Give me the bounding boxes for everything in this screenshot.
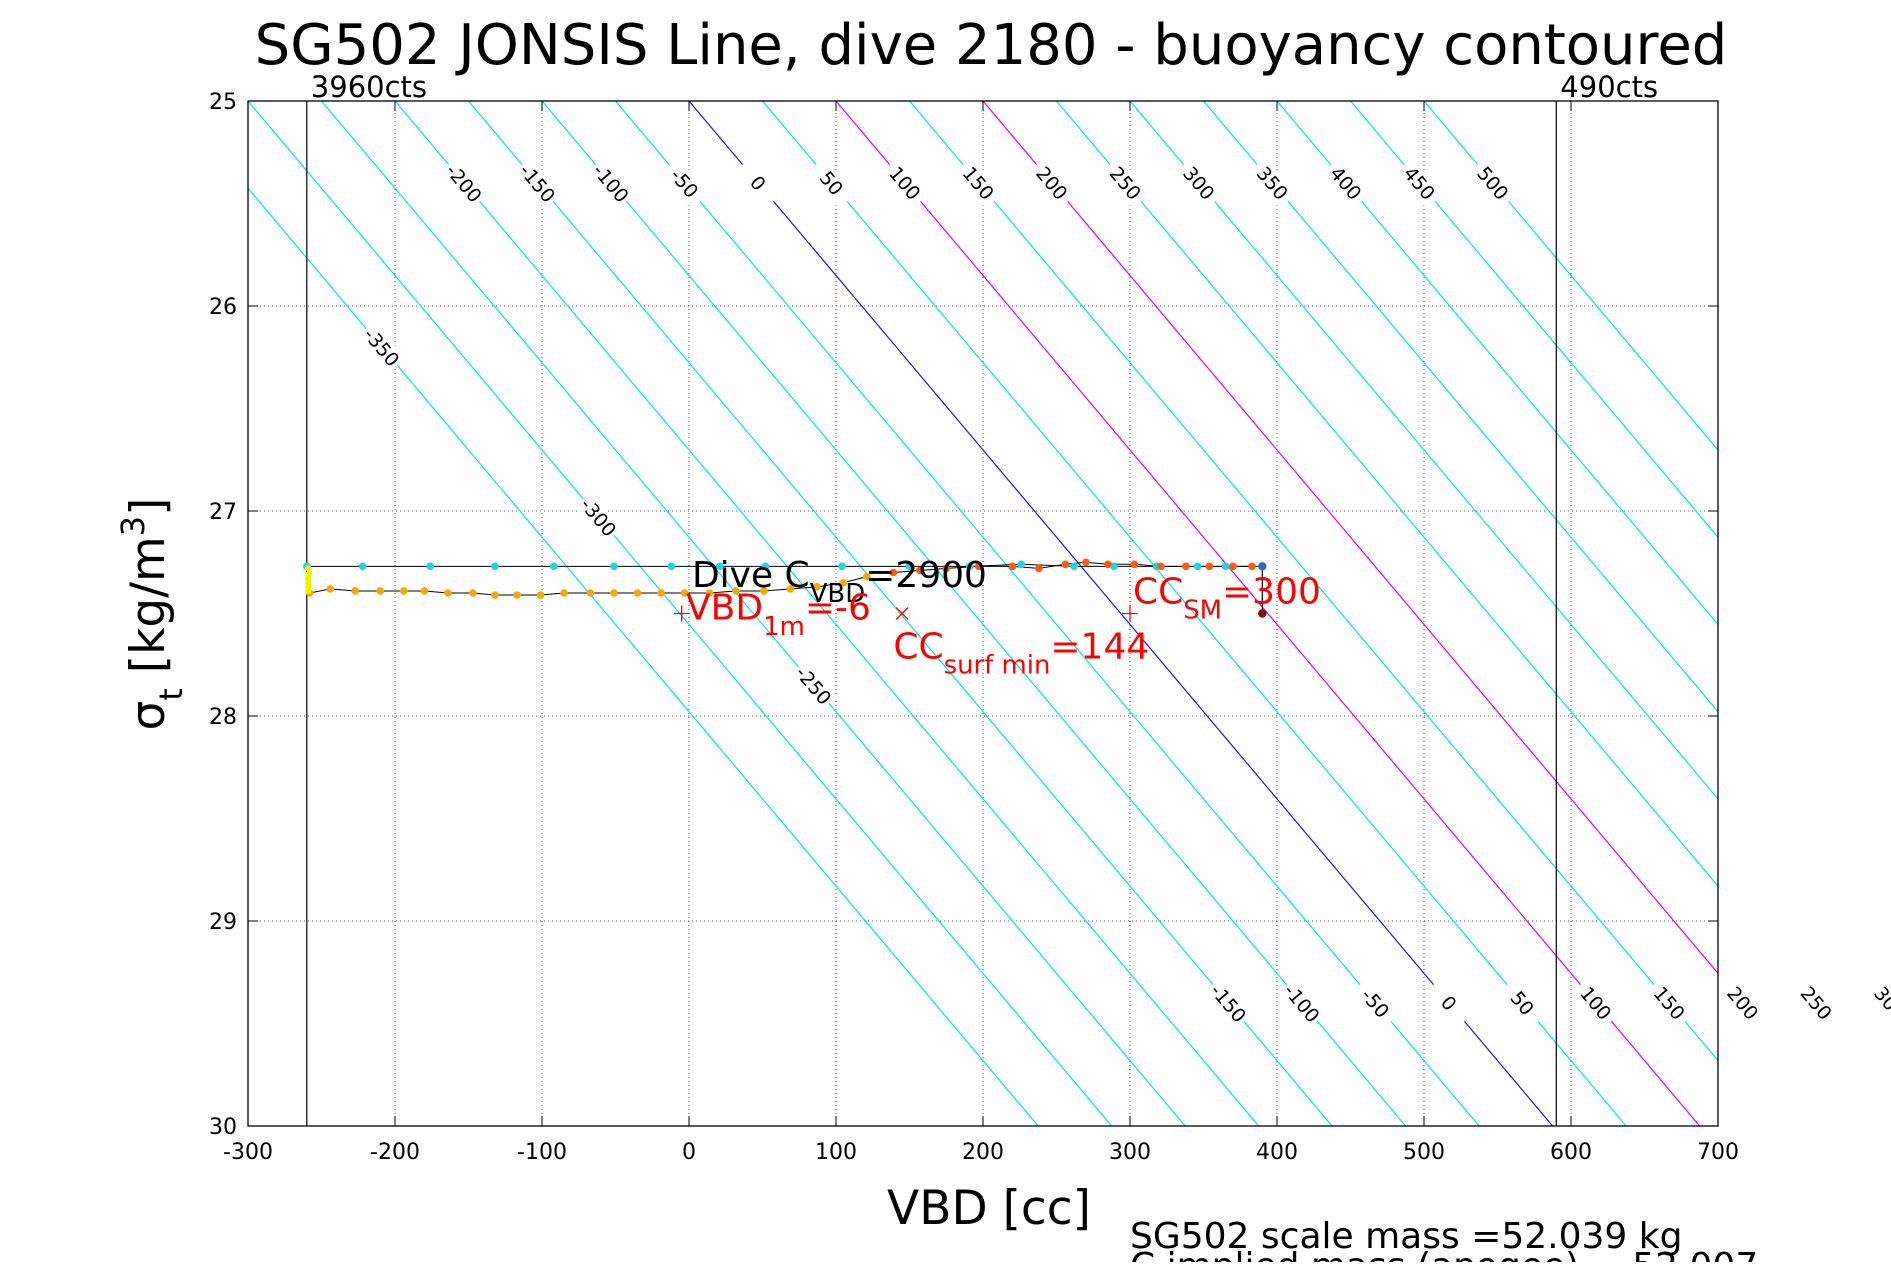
y-label-symbol: σ xyxy=(121,701,176,731)
x-tick-label: -100 xyxy=(517,1140,567,1165)
series-point xyxy=(587,589,595,597)
x-tick-label: 400 xyxy=(1256,1140,1298,1165)
x-tick-label: -300 xyxy=(223,1140,273,1165)
series-point xyxy=(1082,558,1090,566)
series-point xyxy=(1062,561,1070,569)
footer-implied-mass: C implied mass (apogee) = 52.007 xyxy=(1130,1246,1758,1262)
series-point xyxy=(1070,563,1078,571)
chart-title: SG502 JONSIS Line, dive 2180 - buoyancy … xyxy=(255,13,1728,78)
y-tick-label: 28 xyxy=(209,705,237,730)
contour-label-bottom: 200 xyxy=(1718,978,1767,1030)
series-point xyxy=(1157,563,1165,571)
y-label-sup: 3 xyxy=(114,516,152,536)
x-tick-label: 100 xyxy=(815,1140,857,1165)
series-point xyxy=(400,587,408,595)
x-tick-label: -200 xyxy=(370,1140,420,1165)
vbd-1m-annotation-main: VBD xyxy=(686,588,763,629)
series-point xyxy=(1009,563,1017,571)
series-point xyxy=(1131,561,1139,569)
vbd-1m-annotation-sub: 1m xyxy=(763,612,805,642)
series-point xyxy=(610,563,618,571)
series-point xyxy=(1017,561,1025,569)
cc-sm-annotation-main: CC xyxy=(1133,571,1183,612)
x-axis-label: VBD [cc] xyxy=(887,1181,1091,1236)
contour-label-bottom: 300 xyxy=(1865,978,1891,1030)
series-point xyxy=(513,591,521,599)
y-tick-label: 30 xyxy=(209,1115,237,1140)
cc-sm-annotation-sub: SM xyxy=(1183,595,1222,625)
series-point xyxy=(657,589,665,597)
series-point xyxy=(1248,563,1256,571)
series-point xyxy=(491,563,499,571)
y-axis-label-text: σt [kg/m3] xyxy=(114,498,190,731)
series-point xyxy=(1206,563,1214,571)
contour-label-bottom: 250 xyxy=(1792,978,1841,1030)
surface-point xyxy=(305,565,311,571)
series-point xyxy=(359,563,367,571)
series-point xyxy=(1104,561,1112,569)
y-tick-label: 25 xyxy=(209,90,237,115)
y-tick-label: 29 xyxy=(209,910,237,935)
series-point xyxy=(634,589,642,597)
series-point xyxy=(560,589,568,597)
y-label-unit: [kg/m xyxy=(121,536,176,688)
series-point xyxy=(1229,563,1237,571)
endpoint-marker xyxy=(1258,562,1266,570)
cc-surf-min-annotation-tail: =144 xyxy=(1050,627,1149,668)
series-point xyxy=(377,587,385,595)
cc-surf-min-annotation-main: CC xyxy=(893,627,943,668)
series-point xyxy=(469,589,477,597)
y-tick-label: 26 xyxy=(209,295,237,320)
series-point xyxy=(1182,563,1190,571)
y-tick-label: 27 xyxy=(209,500,237,525)
cc-sm-annotation-tail: =300 xyxy=(1222,571,1321,612)
y-axis-label: σt [kg/m3] xyxy=(114,498,190,731)
series-point xyxy=(426,563,434,571)
footer-implied-mass-text: implied mass (apogee) = 52.007 xyxy=(1167,1246,1759,1262)
cc-surf-min-annotation-sub: surf min xyxy=(944,651,1051,681)
series-point xyxy=(327,585,335,593)
series-point xyxy=(1194,563,1202,571)
series-point xyxy=(838,563,846,571)
y-label-close: ] xyxy=(121,498,176,516)
x-tick-label: 500 xyxy=(1403,1140,1445,1165)
surface-point xyxy=(305,588,311,594)
dive-c-annotation-tail: =2900 xyxy=(865,555,987,596)
series-point xyxy=(668,563,676,571)
series-point xyxy=(444,589,452,597)
x-tick-label: 300 xyxy=(1109,1140,1151,1165)
series-point xyxy=(421,587,429,595)
x-tick-label: 600 xyxy=(1550,1140,1592,1165)
series-point xyxy=(537,591,545,599)
series-point xyxy=(550,563,558,571)
series-point xyxy=(1035,565,1043,573)
vbd-1m-annotation-tail: =-6 xyxy=(805,588,871,629)
series-point xyxy=(1222,563,1230,571)
series-point xyxy=(610,589,618,597)
x-tick-label: 700 xyxy=(1697,1140,1739,1165)
x-tick-label: 0 xyxy=(682,1140,696,1165)
series-point xyxy=(352,587,360,595)
series-point xyxy=(491,591,499,599)
y-label-sub: t xyxy=(152,688,190,701)
footer-implied-mass-prefix: C xyxy=(1130,1246,1167,1262)
x-tick-label: 200 xyxy=(962,1140,1004,1165)
